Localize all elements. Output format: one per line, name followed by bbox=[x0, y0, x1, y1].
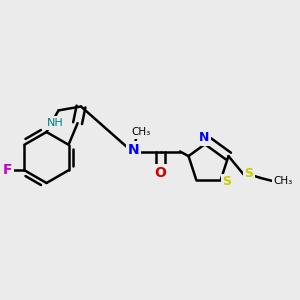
Text: CH₃: CH₃ bbox=[273, 176, 292, 187]
Text: F: F bbox=[3, 163, 12, 177]
Text: S: S bbox=[244, 167, 253, 180]
Text: CH₃: CH₃ bbox=[131, 127, 151, 137]
Text: N: N bbox=[199, 131, 209, 144]
Text: NH: NH bbox=[47, 118, 64, 128]
Text: N: N bbox=[128, 143, 140, 157]
Text: S: S bbox=[222, 176, 231, 188]
Text: O: O bbox=[154, 166, 166, 180]
